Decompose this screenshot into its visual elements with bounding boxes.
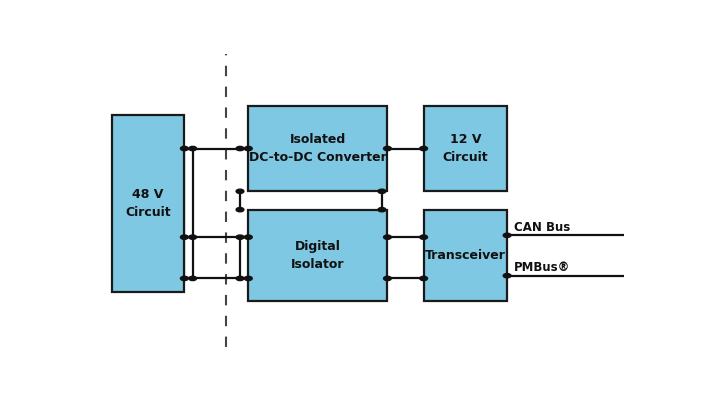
Circle shape [244,276,252,281]
Circle shape [383,276,391,281]
Circle shape [244,146,252,150]
Circle shape [383,146,391,150]
Text: 12 V
Circuit: 12 V Circuit [442,133,488,164]
Circle shape [503,274,511,278]
Circle shape [180,276,188,281]
Text: 48 V
Circuit: 48 V Circuit [126,188,171,219]
Text: CAN Bus: CAN Bus [514,221,570,234]
FancyBboxPatch shape [424,210,507,301]
Circle shape [189,146,197,150]
Circle shape [180,146,188,150]
Circle shape [189,235,197,239]
Circle shape [420,276,427,281]
Circle shape [244,235,252,239]
Circle shape [236,189,244,193]
FancyBboxPatch shape [424,106,507,191]
Circle shape [383,235,391,239]
Circle shape [236,208,244,212]
FancyBboxPatch shape [248,210,388,301]
Circle shape [378,189,386,193]
Circle shape [236,146,244,150]
Circle shape [378,208,386,212]
Circle shape [420,146,427,150]
Circle shape [420,235,427,239]
Text: Transceiver: Transceiver [425,249,505,262]
Circle shape [236,235,244,239]
Circle shape [180,235,188,239]
Text: PMBus®: PMBus® [514,261,570,274]
Text: Digital
Isolator: Digital Isolator [291,240,345,271]
Text: Isolated
DC-to-DC Converter: Isolated DC-to-DC Converter [249,133,387,164]
Circle shape [189,276,197,281]
Circle shape [236,276,244,281]
FancyBboxPatch shape [248,106,388,191]
Circle shape [503,233,511,237]
FancyBboxPatch shape [112,115,185,292]
